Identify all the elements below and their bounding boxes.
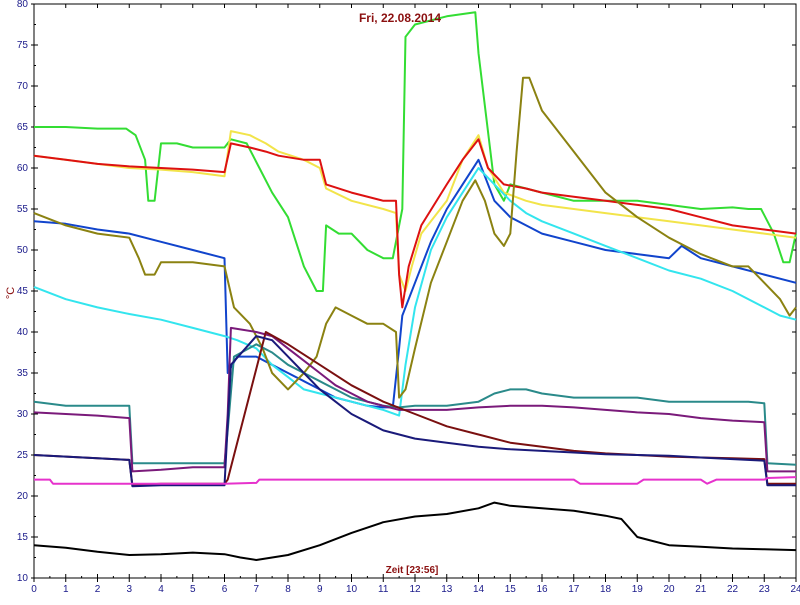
x-tick-label: 15 <box>505 584 517 595</box>
y-tick-label: 10 <box>17 573 29 584</box>
x-tick-label: 4 <box>158 584 164 595</box>
y-tick-label: 75 <box>17 40 29 51</box>
series-line-5 <box>33 167 797 417</box>
plot-frame <box>33 3 797 579</box>
series-line-12 <box>33 501 797 561</box>
series-line-11 <box>34 476 797 485</box>
x-tick-label: 0 <box>31 584 37 595</box>
y-tick-label: 60 <box>17 163 29 174</box>
series-lines <box>33 11 797 561</box>
x-tick-label: 19 <box>632 584 644 595</box>
y-tick-label: 45 <box>17 286 29 297</box>
y-tick-label: 65 <box>17 122 29 133</box>
x-tick-label: 5 <box>190 584 196 595</box>
series-line-4 <box>33 158 797 409</box>
x-tick-label: 1 <box>63 584 69 595</box>
y-axis-label: °C <box>5 287 17 299</box>
y-tick-label: 35 <box>17 368 29 379</box>
y-tick-label: 20 <box>17 491 29 502</box>
chart-title: Fri, 22.08.2014 <box>359 11 441 25</box>
y-tick-label: 15 <box>17 532 29 543</box>
series-line-1 <box>34 11 797 292</box>
x-tick-label: 24 <box>790 584 800 595</box>
x-tick-label: 20 <box>663 584 675 595</box>
x-tick-label: 2 <box>95 584 101 595</box>
x-tick-label: 14 <box>473 584 485 595</box>
x-tick-label: 10 <box>346 584 358 595</box>
x-tick-label: 22 <box>727 584 739 595</box>
series-line-8 <box>33 326 796 473</box>
y-tick-label: 80 <box>17 0 29 10</box>
x-tick-label: 12 <box>409 584 421 595</box>
series-line-2 <box>33 130 797 292</box>
x-tick-label: 17 <box>568 584 580 595</box>
x-tick-label: 8 <box>285 584 291 595</box>
series-line-6 <box>33 76 797 399</box>
y-tick-label: 40 <box>17 327 29 338</box>
y-tick-label: 30 <box>17 409 29 420</box>
x-tick-label: 3 <box>126 584 132 595</box>
y-tick-label: 25 <box>17 450 29 461</box>
x-tick-label: 11 <box>378 584 389 595</box>
series-line-3 <box>33 138 797 309</box>
x-tick-label: 23 <box>759 584 771 595</box>
x-axis-label: Zeit [23:56] <box>386 565 439 576</box>
x-tick-label: 9 <box>317 584 323 595</box>
series-line-10 <box>33 335 796 488</box>
series-line-7 <box>33 343 797 466</box>
x-tick-label: 7 <box>253 584 259 595</box>
y-tick-label: 55 <box>17 204 29 215</box>
x-tick-label: 6 <box>222 584 228 595</box>
y-tick-label: 70 <box>17 81 29 92</box>
x-tick-label: 21 <box>695 584 707 595</box>
x-tick-label: 13 <box>441 584 453 595</box>
plot-border <box>33 3 797 579</box>
x-tick-label: 18 <box>600 584 612 595</box>
x-tick-label: 16 <box>536 584 548 595</box>
y-tick-label: 50 <box>17 245 29 256</box>
